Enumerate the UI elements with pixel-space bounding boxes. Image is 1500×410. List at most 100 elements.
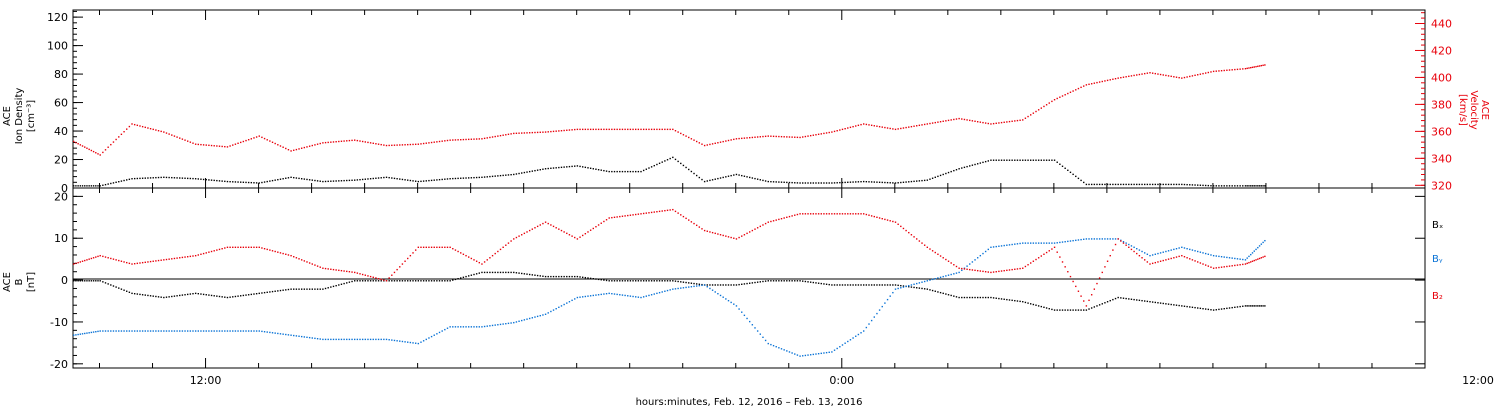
by-point xyxy=(160,330,162,332)
velocity-point xyxy=(383,144,385,146)
bx-point xyxy=(725,284,727,286)
bz-point xyxy=(73,263,75,265)
velocity-point xyxy=(1069,91,1072,93)
velocity-point xyxy=(409,143,412,146)
velocity-point xyxy=(285,147,287,150)
bz-point xyxy=(990,271,992,274)
by-point xyxy=(823,352,825,354)
density-point xyxy=(1117,183,1119,186)
bz-point xyxy=(619,215,621,218)
velocity-point xyxy=(1027,115,1029,118)
density-point xyxy=(306,178,308,181)
density-point xyxy=(762,179,764,182)
bx-point xyxy=(1218,308,1220,311)
by-point xyxy=(640,296,642,299)
density-point xyxy=(833,182,836,184)
bz-point xyxy=(749,231,751,233)
bz-point xyxy=(969,268,971,271)
bx-point xyxy=(322,288,324,290)
by-point xyxy=(293,334,295,337)
velocity-point xyxy=(735,138,738,140)
bx-point xyxy=(576,275,579,278)
bx-point xyxy=(186,293,189,296)
density-point xyxy=(1051,159,1053,161)
bx-point xyxy=(536,274,539,277)
bz-point xyxy=(961,267,963,270)
by-point xyxy=(1162,251,1164,253)
bx-point xyxy=(664,280,666,282)
velocity-point xyxy=(984,122,987,124)
bx-point xyxy=(404,280,406,282)
bz-point xyxy=(1141,257,1143,259)
by-point xyxy=(1231,257,1233,259)
bx-point xyxy=(1228,307,1231,309)
by-point xyxy=(1191,249,1194,251)
velocity-point xyxy=(812,134,815,136)
velocity-point xyxy=(1173,76,1175,78)
by-point xyxy=(139,330,141,332)
velocity-point xyxy=(1043,105,1045,108)
by-point xyxy=(75,334,77,336)
by-point xyxy=(168,330,170,332)
by-point xyxy=(733,303,735,305)
bz-point xyxy=(809,213,812,215)
density-point xyxy=(290,176,292,179)
density-point xyxy=(470,177,473,179)
bx-point xyxy=(255,293,258,295)
bz-point xyxy=(648,212,650,214)
velocity-point xyxy=(1149,72,1151,74)
bz-point xyxy=(1003,269,1005,272)
density-point xyxy=(1175,183,1178,186)
by-point xyxy=(534,316,536,318)
density-point xyxy=(1014,159,1016,161)
by-point xyxy=(1228,257,1231,259)
by-point xyxy=(298,335,300,337)
velocity-point xyxy=(608,128,610,131)
bx-point xyxy=(1223,308,1225,310)
bz-point xyxy=(1197,261,1199,263)
density-point xyxy=(1045,159,1048,161)
velocity-point xyxy=(1159,73,1162,76)
bz-point xyxy=(937,253,939,255)
by-point xyxy=(642,296,645,298)
density-point xyxy=(595,168,597,170)
density-point xyxy=(1210,185,1212,187)
bz-point xyxy=(974,269,976,272)
bz-point xyxy=(862,213,865,215)
density-point xyxy=(110,182,112,185)
density-point xyxy=(462,177,465,179)
velocity-point xyxy=(224,145,226,148)
bz-point xyxy=(1165,259,1167,261)
by-point xyxy=(947,274,950,276)
bz-point xyxy=(640,213,642,215)
by-point xyxy=(656,292,658,295)
bz-point xyxy=(293,256,295,258)
bz-point xyxy=(735,238,738,240)
bx-point xyxy=(672,280,674,282)
bx-point xyxy=(873,284,875,286)
bz-point xyxy=(587,231,589,233)
bx-point xyxy=(184,294,186,296)
velocity-point xyxy=(84,146,86,148)
density-point xyxy=(733,174,735,176)
bx-point xyxy=(735,284,738,286)
density-point xyxy=(95,185,97,187)
density-point xyxy=(902,181,905,183)
by-point xyxy=(261,330,263,333)
velocity-point xyxy=(157,130,160,132)
density-point xyxy=(534,169,536,172)
bx-point xyxy=(706,284,708,286)
density-point xyxy=(1141,183,1143,186)
bz-point xyxy=(839,213,841,215)
velocity-point xyxy=(1202,72,1204,75)
bz-point xyxy=(518,235,520,237)
bx-point xyxy=(528,273,531,276)
by-point xyxy=(1157,252,1159,255)
velocity-point xyxy=(971,120,974,122)
velocity-point xyxy=(555,130,557,132)
bx-point xyxy=(102,281,104,283)
bz-point xyxy=(539,224,541,226)
bz-point xyxy=(372,276,374,279)
velocity-point xyxy=(817,133,820,136)
velocity-point xyxy=(730,139,732,141)
